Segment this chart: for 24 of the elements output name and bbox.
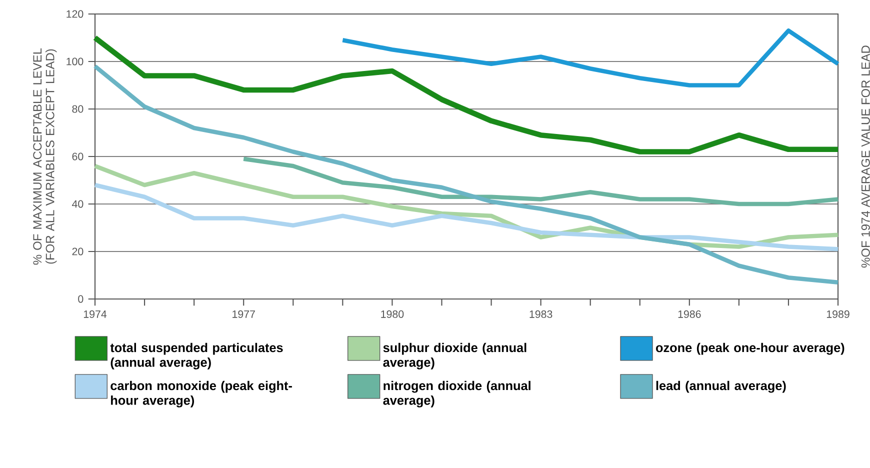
line-series xyxy=(241,156,840,206)
x-tick-label: 1980 xyxy=(381,310,404,318)
x-tick-label: 1983 xyxy=(530,310,552,318)
y-tick-label: 100 xyxy=(66,58,84,66)
legend-label: nitrogen dioxide (annual average) xyxy=(383,380,530,408)
y-tick-label: 60 xyxy=(72,152,84,160)
y-tick-label: 20 xyxy=(72,248,84,256)
y-tick-label: 80 xyxy=(72,105,84,113)
legend-label: ozone (peak one-hour average) xyxy=(656,342,844,355)
y2-axis-title: %OF 1974 AVERAGE VALUE FOR LEAD xyxy=(861,46,870,268)
x-tick-label: 1977 xyxy=(232,310,255,318)
x-tick-label: 1986 xyxy=(678,310,701,318)
y-axis-title: % OF MAXIMUM ACCEPTABLE LEVEL (FOR ALL VARIABLES EXCEPT LEAD) xyxy=(33,48,57,265)
line-series xyxy=(92,182,840,252)
y-tick-label: 40 xyxy=(72,200,84,208)
line-series xyxy=(92,64,840,285)
legend-label: carbon monoxide (peak eight-hour average) xyxy=(110,380,292,408)
legend-label: sulphur dioxide (annual average) xyxy=(383,342,526,370)
legend-label: lead (annual average) xyxy=(656,380,786,393)
x-tick-label: 1989 xyxy=(826,310,850,318)
x-tick-label: 1974 xyxy=(84,310,107,318)
y-tick-label: 0 xyxy=(78,295,84,303)
legend-label: total suspended particulates (annual average) xyxy=(110,342,283,370)
y-tick-label: 120 xyxy=(66,10,84,18)
